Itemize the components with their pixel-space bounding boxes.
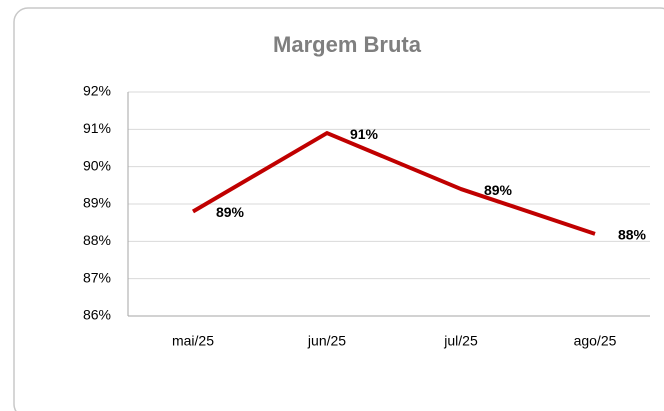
y-tick-label: 91% xyxy=(83,120,111,136)
x-tick-label: jul/25 xyxy=(443,333,478,349)
x-tick-label: jun/25 xyxy=(307,333,346,349)
y-tick-label: 87% xyxy=(83,269,111,285)
y-tick-label: 89% xyxy=(83,195,111,211)
y-tick-label: 86% xyxy=(83,307,111,323)
y-tick-label: 88% xyxy=(83,232,111,248)
x-tick-label: ago/25 xyxy=(574,333,617,349)
card xyxy=(13,7,664,411)
chart-title: Margem Bruta xyxy=(273,32,422,57)
line xyxy=(191,131,596,236)
data-label: 91% xyxy=(350,126,379,142)
y-tick-label: 92% xyxy=(83,83,111,99)
data-label: 89% xyxy=(216,204,245,220)
data-label: 88% xyxy=(618,227,647,243)
data-label: 89% xyxy=(484,182,513,198)
x-tick-label: mai/25 xyxy=(172,333,214,349)
y-tick-label: 90% xyxy=(83,157,111,173)
